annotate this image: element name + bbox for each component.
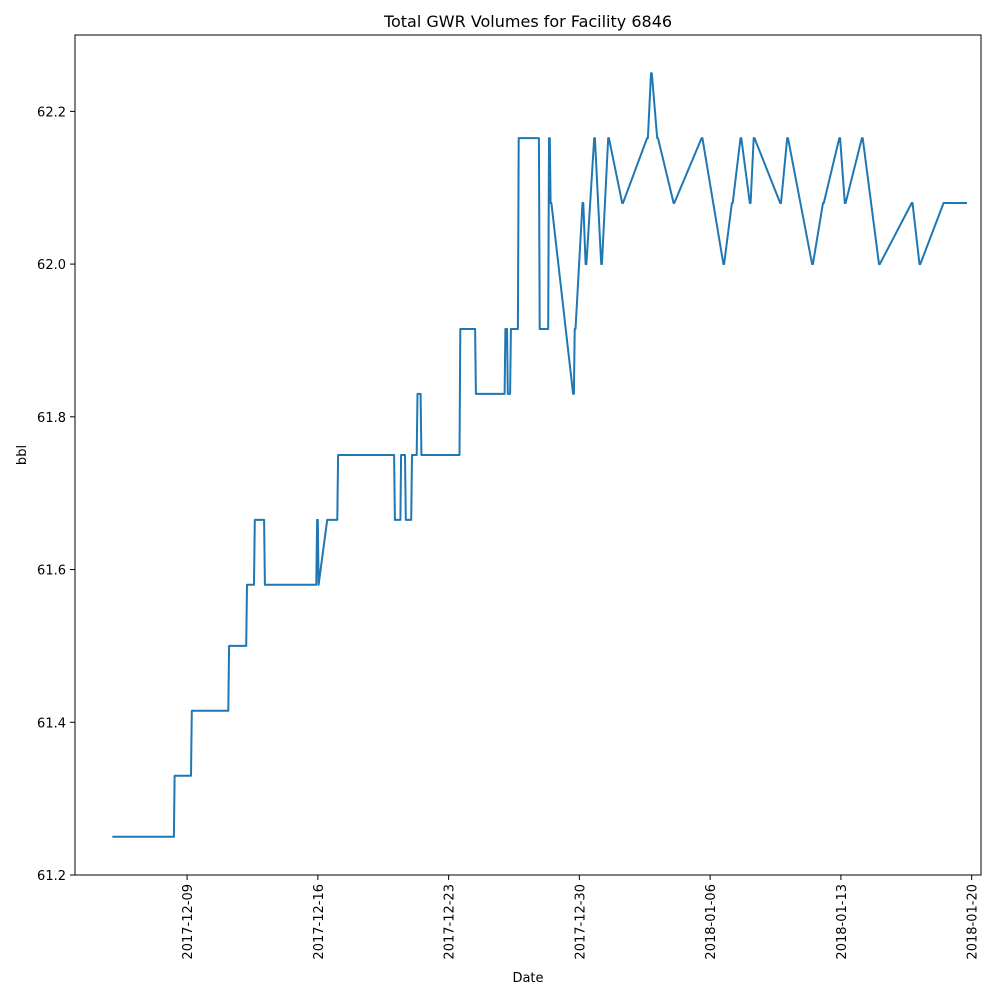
x-axis-label: Date: [512, 971, 543, 986]
y-tick-label: 62.0: [37, 258, 66, 273]
y-axis-label: bbl: [15, 445, 30, 465]
plot-frame: [74, 34, 982, 876]
x-tick-label: 2018-01-20: [966, 884, 981, 960]
x-tick-label: 2017-12-30: [573, 884, 588, 960]
y-tick-label: 61.6: [37, 564, 66, 579]
y-tick-label: 61.4: [37, 716, 66, 731]
x-tick-label: 2017-12-23: [443, 884, 458, 960]
chart-title: Total GWR Volumes for Facility 6846: [383, 12, 672, 31]
y-tick-label: 61.8: [37, 411, 66, 426]
x-axis: 2017-12-09 2017-12-16 2017-12-23 2017-12-30…: [181, 875, 981, 960]
x-tick-label: 2017-12-16: [312, 884, 327, 960]
y-tick-label: 62.2: [37, 105, 66, 120]
y-axis: 61.2 61.4 61.6 61.8 62.0 62.2: [37, 105, 75, 884]
x-tick-label: 2017-12-09: [181, 884, 196, 960]
y-tick-label: 61.2: [37, 869, 66, 884]
x-tick-label: 2018-01-13: [835, 884, 850, 960]
x-tick-label: 2018-01-06: [704, 884, 719, 960]
series-line: [112, 72, 967, 838]
